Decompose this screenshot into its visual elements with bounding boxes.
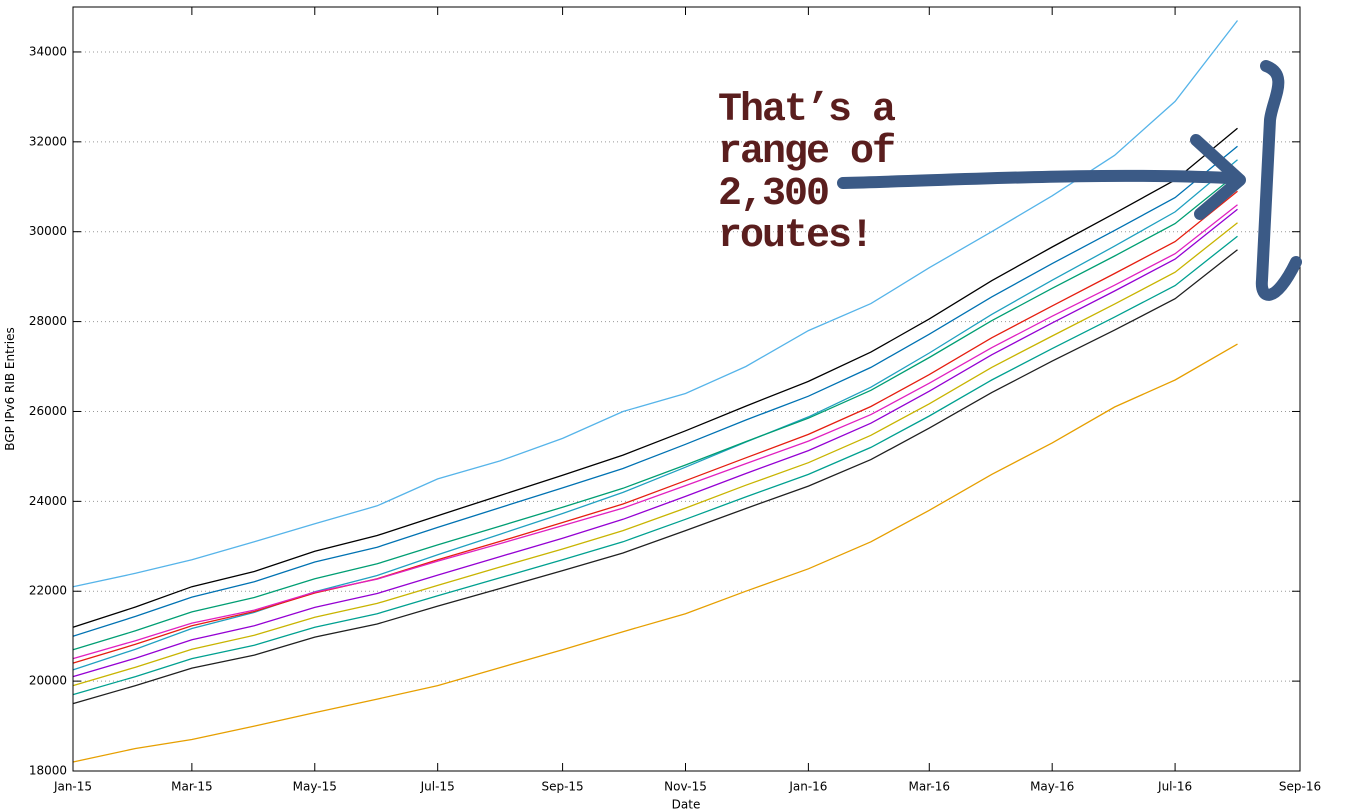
x-tick-label: May-16	[1030, 780, 1074, 794]
x-tick-label: Jan-15	[53, 780, 92, 794]
x-tick-label: Mar-15	[171, 780, 212, 794]
y-tick-label: 20000	[29, 674, 67, 688]
x-tick-label: Mar-16	[909, 780, 950, 794]
annotation-text: routes!	[718, 214, 872, 259]
annotation-text: That’s a	[718, 88, 896, 133]
x-tick-label: Sep-15	[541, 780, 583, 794]
annotation-bracket	[1255, 60, 1302, 301]
y-tick-label: 32000	[29, 134, 67, 148]
x-tick-label: Jan-16	[788, 780, 827, 794]
x-tick-label: May-15	[293, 780, 337, 794]
series-line	[72, 235, 1238, 696]
x-tick-label: Jul-15	[420, 780, 455, 794]
x-tick-label: Nov-15	[664, 780, 707, 794]
series-line	[72, 204, 1238, 660]
x-axis-label: Date	[672, 798, 701, 811]
series-line	[72, 159, 1238, 671]
y-tick-label: 22000	[29, 584, 67, 598]
y-tick-label: 18000	[29, 764, 67, 778]
series-line	[72, 190, 1238, 664]
y-tick-label: 34000	[29, 44, 67, 58]
y-axis-label: BGP IPv6 RIB Entries	[3, 327, 17, 450]
series-line	[72, 127, 1238, 628]
annotation-arrow	[837, 169, 1234, 189]
y-tick-label: 24000	[29, 494, 67, 508]
plot-frame	[72, 6, 1301, 772]
series-line	[72, 145, 1238, 637]
y-tick-label: 26000	[29, 404, 67, 418]
series-line	[72, 343, 1238, 763]
annotation-arrowhead	[1190, 134, 1246, 220]
annotation-text: range of	[718, 130, 894, 175]
x-tick-label: Sep-16	[1279, 780, 1321, 794]
x-tick-label: Jul-16	[1157, 780, 1192, 794]
y-tick-label: 30000	[29, 224, 67, 238]
series-line	[72, 208, 1238, 678]
series-line	[72, 172, 1238, 651]
annotation-text: 2,300	[718, 172, 828, 217]
series-line	[72, 20, 1239, 588]
series-line	[72, 249, 1238, 705]
y-tick-label: 28000	[29, 314, 67, 328]
series-line	[72, 222, 1238, 687]
